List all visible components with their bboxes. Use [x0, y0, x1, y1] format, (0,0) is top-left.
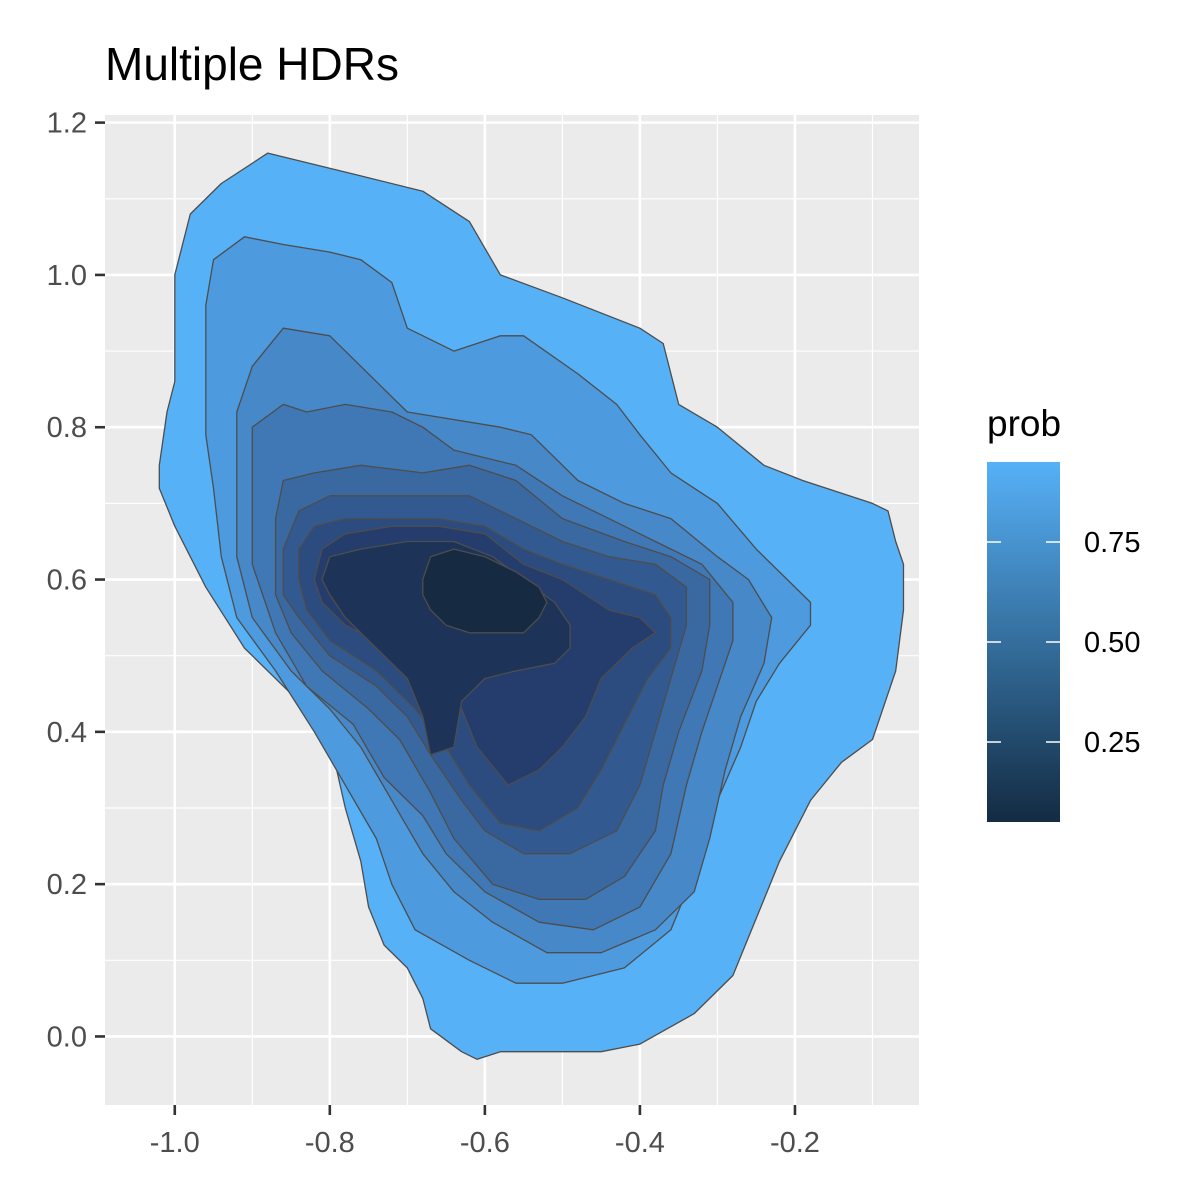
- legend-label: 0.75: [1084, 527, 1140, 559]
- y-tick-label: 0.0: [47, 1021, 87, 1053]
- x-tick-label: -0.8: [305, 1127, 355, 1159]
- legend-ticks: 0.25 0.50 0.75: [987, 527, 1140, 759]
- axes: -1.0 -0.8 -0.6 -0.4 -0.2 0.0 0.2 0.4 0.6 0.8 1.0 1.…: [47, 108, 820, 1159]
- y-tick-label: 0.6: [47, 565, 87, 597]
- y-tick-label: 0.4: [47, 717, 87, 749]
- y-tick-label: 0.2: [47, 869, 87, 901]
- chart-title: Multiple HDRs: [105, 38, 399, 90]
- y-tick-label: 0.8: [47, 412, 87, 444]
- hdr-region-5: [422, 548, 548, 634]
- y-tick-label: 1.0: [47, 260, 87, 292]
- x-tick-label: -0.2: [770, 1127, 820, 1159]
- legend: prob 0.25 0.50 0.75: [987, 403, 1140, 822]
- legend-title: prob: [987, 403, 1061, 444]
- legend-label: 0.50: [1084, 627, 1140, 659]
- x-tick-label: -1.0: [150, 1127, 200, 1159]
- y-tick-label: 1.2: [47, 108, 87, 140]
- hdr-regions: [158, 152, 905, 1060]
- x-tick-label: -0.6: [460, 1127, 510, 1159]
- x-tick-label: -0.4: [615, 1127, 665, 1159]
- legend-label: 0.25: [1084, 727, 1140, 759]
